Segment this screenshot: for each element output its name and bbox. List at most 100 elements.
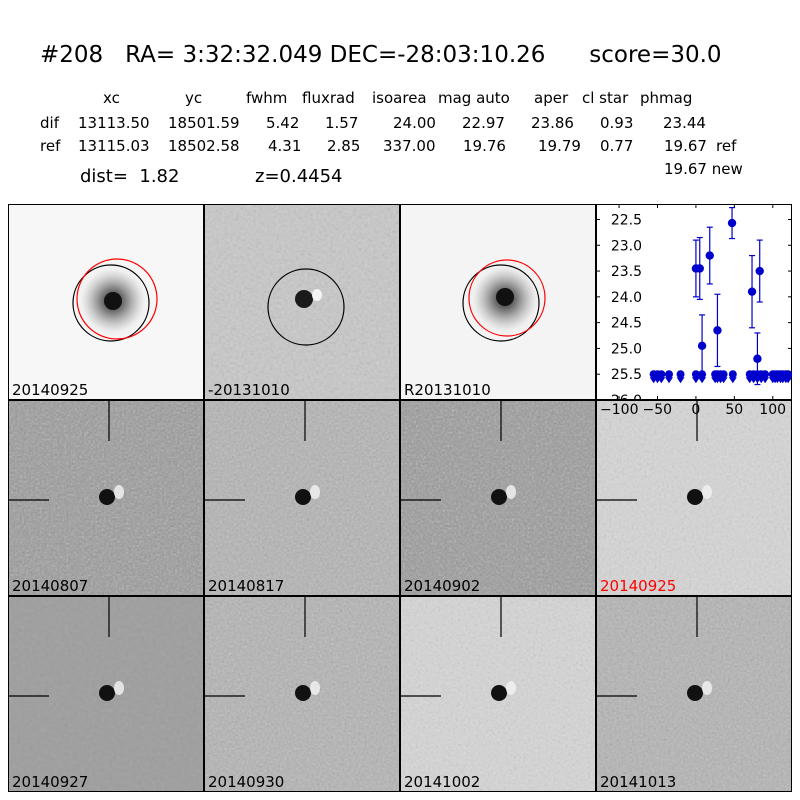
col-header-yc: yc <box>185 89 203 107</box>
y-tick-label: 23.0 <box>611 238 642 254</box>
candidate-title: #208 RA= 3:32:32.049 DEC=-28:03:10.26 sc… <box>40 42 722 68</box>
ref-tag: ref <box>716 137 737 155</box>
epoch-stamp: 20141002 <box>400 596 596 792</box>
col-header-xc: xc <box>103 89 120 107</box>
detection-point <box>753 354 762 363</box>
epoch-stamp-canvas <box>205 597 399 791</box>
col-header-cl-star: cl star <box>582 89 629 107</box>
upper-limit-arrow <box>719 377 728 384</box>
epoch-stamp: 20140927 <box>8 596 204 792</box>
redshift-label: z=0.4454 <box>255 166 343 187</box>
ref-phmag: 19.67 <box>664 137 707 155</box>
upper-limit-marker <box>665 370 674 379</box>
epoch-stamp-canvas <box>205 401 399 595</box>
dif-aperture-circle <box>76 258 158 340</box>
stamp-new-image: 20140925 <box>8 204 204 400</box>
detection-point <box>695 264 704 273</box>
epoch-stamp-canvas <box>401 401 595 595</box>
x-tick-label: 0 <box>691 402 701 418</box>
epoch-stamp: 20140807 <box>8 400 204 596</box>
detection-point <box>697 341 707 351</box>
row-name-dif: dif <box>40 114 59 132</box>
upper-limit-arrow <box>665 377 674 384</box>
stamp-label: R20131010 <box>404 381 491 399</box>
epoch-stamp-label: 20140817 <box>208 577 285 595</box>
detection-point <box>713 326 722 335</box>
stamp-label: -20131010 <box>208 381 290 399</box>
light-curve-x-labels: −100 −50 0 50 100 <box>596 402 792 420</box>
epoch-stamp-canvas <box>9 597 203 791</box>
x-tick-label: 100 <box>759 402 787 418</box>
ref-mag-auto: 19.76 <box>463 137 506 155</box>
y-tick-label: 25.0 <box>611 341 642 357</box>
upper-limit-marker <box>784 370 793 379</box>
dif-aperture-circle <box>468 259 546 337</box>
epoch-stamp-label: 20141002 <box>404 773 481 791</box>
upper-limit-marker <box>719 370 728 379</box>
dif-mag-auto: 22.97 <box>462 114 505 132</box>
col-header-aper: aper <box>534 89 569 107</box>
y-tick-label: 23.5 <box>611 264 642 280</box>
dif-cl-star: 0.93 <box>600 114 634 132</box>
ref-aperture-circle <box>462 264 540 342</box>
epoch-stamp: 20140902 <box>400 400 596 596</box>
dif-phmag: 23.44 <box>663 114 706 132</box>
epoch-stamp-canvas <box>401 597 595 791</box>
aperture-circle <box>267 268 345 346</box>
y-tick-label: 24.0 <box>611 290 642 306</box>
ref-yc: 18502.58 <box>168 137 240 155</box>
dif-aper: 23.86 <box>531 114 574 132</box>
ref-xc: 13115.03 <box>78 137 150 155</box>
ref-isoarea: 337.00 <box>383 137 436 155</box>
upper-limit-marker <box>657 370 666 379</box>
ref-cl-star: 0.77 <box>600 137 634 155</box>
ref-fluxrad: 2.85 <box>327 137 361 155</box>
upper-limit-arrow <box>761 377 770 384</box>
epoch-stamp-canvas <box>597 597 791 791</box>
detection-point <box>755 266 764 276</box>
col-header-mag-auto: mag auto <box>438 89 510 107</box>
upper-limit-arrow <box>698 377 707 384</box>
epoch-stamp-canvas <box>9 401 203 595</box>
light-curve-chart: 22.523.023.524.024.525.025.526.0 <box>596 204 793 409</box>
col-header-isoarea: isoarea <box>372 89 427 107</box>
col-header-fluxrad: fluxrad <box>302 89 355 107</box>
col-header-phmag: phmag <box>640 89 693 107</box>
epoch-stamp-label: 20140930 <box>208 773 285 791</box>
epoch-stamp-canvas <box>597 401 791 595</box>
stamp-difference: -20131010 <box>204 204 400 400</box>
dif-fluxrad: 1.57 <box>325 114 359 132</box>
stamp-reference-canvas <box>401 205 595 399</box>
epoch-stamp: 20140930 <box>204 596 400 792</box>
ref-aperture-circle <box>72 264 150 342</box>
detection-point <box>705 251 714 260</box>
stamp-reference: R20131010 <box>400 204 596 400</box>
upper-limit-arrow <box>676 377 685 384</box>
upper-limit-arrow <box>691 377 700 384</box>
dif-isoarea: 24.00 <box>393 114 436 132</box>
epoch-stamp: 20140817 <box>204 400 400 596</box>
stamp-new-image-canvas <box>9 205 203 399</box>
upper-limit-arrow <box>657 377 666 384</box>
epoch-stamp: 20140925 <box>596 400 792 596</box>
y-tick-label: 22.5 <box>611 212 642 228</box>
upper-limit-arrow <box>784 377 793 384</box>
stamp-label: 20140925 <box>12 381 89 399</box>
dif-yc: 18501.59 <box>168 114 240 132</box>
detection-point <box>747 287 757 296</box>
y-tick-label: 25.5 <box>611 367 642 383</box>
row-name-ref: ref <box>40 137 61 155</box>
epoch-stamp-label: 20140927 <box>12 773 89 791</box>
epoch-stamp-label: 20140925 <box>600 577 677 595</box>
upper-limit-marker <box>761 370 770 379</box>
upper-limit-marker <box>676 370 685 379</box>
y-tick-label: 24.5 <box>611 316 642 332</box>
ref-fwhm: 4.31 <box>268 137 302 155</box>
col-header-fwhm: fwhm <box>246 89 288 107</box>
new-phmag-label: 19.67 new <box>664 160 743 178</box>
dif-fwhm: 5.42 <box>266 114 300 132</box>
stamp-difference-canvas <box>205 205 399 399</box>
upper-limit-arrow <box>728 377 737 384</box>
x-tick-label: −100 <box>600 402 639 418</box>
distance-label: dist= 1.82 <box>80 166 180 187</box>
